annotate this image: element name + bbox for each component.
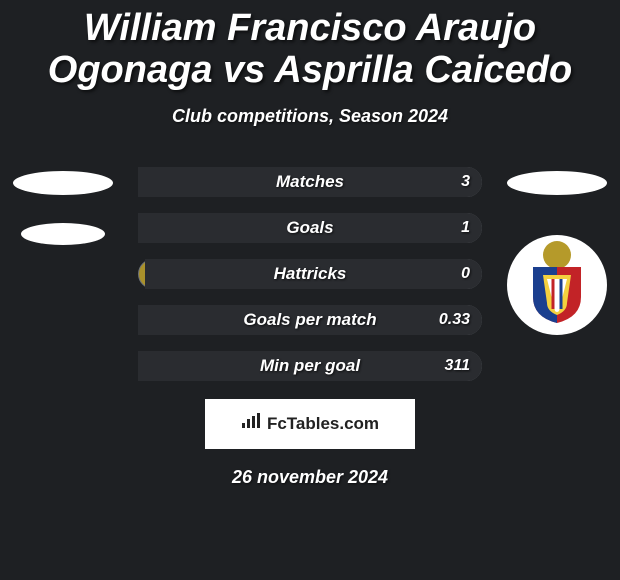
- stat-row: Matches 3: [138, 167, 482, 197]
- stat-label: Goals: [286, 218, 333, 238]
- stat-row: Goals per match 0.33: [138, 305, 482, 335]
- subtitle: Club competitions, Season 2024: [0, 106, 620, 127]
- left-player-club-placeholder: [21, 223, 105, 245]
- stat-value-right: 3: [461, 173, 470, 191]
- badge-circle: [507, 235, 607, 335]
- stat-label: Matches: [276, 172, 344, 192]
- bar-chart-icon: [241, 413, 261, 434]
- fctables-logo: FcTables.com: [205, 399, 415, 449]
- stat-value-right: 311: [444, 357, 470, 375]
- stat-row: Goals 1: [138, 213, 482, 243]
- stat-label: Hattricks: [274, 264, 347, 284]
- left-player-column: [8, 167, 118, 245]
- comparison-title: William Francisco Araujo Ogonaga vs Aspr…: [0, 0, 620, 92]
- stat-label: Min per goal: [260, 356, 360, 376]
- badge-shield-icon: [529, 265, 585, 325]
- stat-value-right: 0: [461, 265, 470, 283]
- stat-bars: Matches 3 Goals 1 Hattricks 0 Goals per match 0…: [138, 167, 482, 381]
- stat-row: Hattricks 0: [138, 259, 482, 289]
- stat-row: Min per goal 311: [138, 351, 482, 381]
- logo-text: FcTables.com: [267, 414, 379, 434]
- date-label: 26 november 2024: [0, 467, 620, 488]
- stats-area: Matches 3 Goals 1 Hattricks 0 Goals per match 0…: [0, 167, 620, 381]
- stat-value-right: 1: [461, 219, 470, 237]
- right-player-club-badge: [507, 235, 607, 335]
- right-player-photo-placeholder: [507, 171, 607, 195]
- left-player-photo-placeholder: [13, 171, 113, 195]
- stat-label: Goals per match: [243, 310, 376, 330]
- stat-value-right: 0.33: [439, 311, 470, 329]
- right-player-column: [502, 167, 612, 335]
